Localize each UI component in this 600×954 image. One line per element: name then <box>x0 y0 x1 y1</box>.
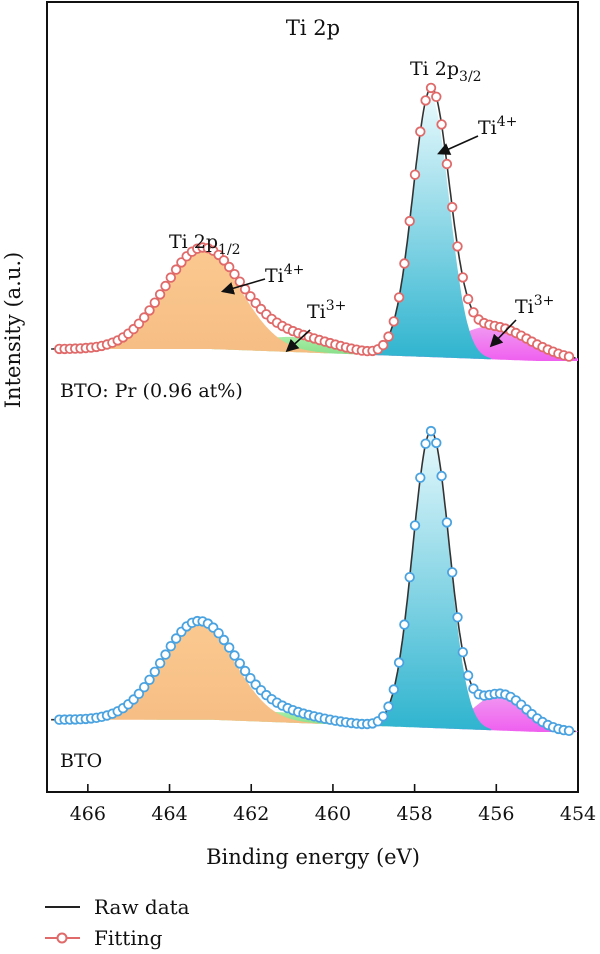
fitting-point <box>378 339 389 351</box>
fitting-point <box>415 126 426 137</box>
fitting-point <box>170 633 182 644</box>
fitting-point <box>436 470 447 482</box>
fitting-point <box>245 291 256 302</box>
annotation-ti4-plus-left: Ti4+ <box>265 262 304 287</box>
fitting-point <box>138 312 150 323</box>
fitting-point <box>383 331 394 342</box>
fitting-point <box>165 641 177 652</box>
x-tick-label-456: 456 <box>478 803 514 825</box>
fitting-point <box>154 658 166 669</box>
raw-data-line <box>51 430 576 733</box>
arrow-ti3-plus-left <box>285 329 311 353</box>
fitting-point <box>436 119 447 130</box>
fitting-point <box>425 425 437 437</box>
annotation-ti3-plus-left: Ti3+ <box>307 298 346 323</box>
fitting-point <box>420 95 431 106</box>
fitting-point <box>223 261 235 273</box>
fitting-point <box>441 158 453 170</box>
fitting-point <box>457 272 469 283</box>
fitting-point <box>144 674 155 686</box>
fitting-point <box>138 682 150 693</box>
x-tick-label-458: 458 <box>396 803 432 825</box>
fitting-point <box>462 293 474 305</box>
fitting-point <box>399 258 410 269</box>
annotation-ti3-plus-right: Ti3+ <box>515 293 554 318</box>
panel-bto <box>51 425 578 737</box>
fitting-point <box>425 82 437 94</box>
fitting-point <box>223 642 235 653</box>
legend-raw-data-label: Raw data <box>94 895 190 919</box>
fitting-point <box>457 647 469 658</box>
fitting-point <box>170 264 182 275</box>
fitting-point <box>245 673 256 684</box>
x-tick-label-460: 460 <box>315 803 351 825</box>
x-axis-ticks: 466 464 462 460 458 456 454 <box>70 784 596 825</box>
fitting-point <box>213 628 224 639</box>
fitting-point <box>383 701 394 712</box>
fitting-point <box>160 649 171 660</box>
x-tick-label-454: 454 <box>560 803 596 825</box>
fitting-point <box>393 292 405 303</box>
x-tick-label-466: 466 <box>70 803 106 825</box>
fitting-point <box>165 272 177 283</box>
chart-title: Ti 2p <box>286 16 340 40</box>
fitting-point <box>409 169 421 180</box>
fitting-point <box>160 280 171 292</box>
fitting-point <box>154 289 166 300</box>
arrow-ti4-plus-right <box>437 135 479 155</box>
fitting-point <box>388 684 400 695</box>
fitting-point <box>218 634 230 646</box>
legend-fitting-label: Fitting <box>94 926 163 950</box>
fitting-point <box>229 650 240 661</box>
fitting-point <box>452 612 463 623</box>
arrow-ti4-plus-left <box>220 278 266 295</box>
legend: Raw data Fitting <box>45 895 190 950</box>
x-axis-label: Binding energy (eV) <box>206 845 420 869</box>
fitting-point <box>149 297 161 308</box>
arrow-ti3-plus-right <box>489 319 517 348</box>
fitting-point <box>468 307 479 318</box>
plot-frame <box>46 1 579 793</box>
panel-bto-pr <box>51 82 578 362</box>
panel-label-bto: BTO <box>60 750 102 772</box>
fitting-point <box>388 316 400 327</box>
fitting-point <box>441 517 453 528</box>
fitting-point <box>133 688 145 700</box>
x-tick-label-462: 462 <box>233 803 269 825</box>
legend-fitting-marker <box>56 932 68 944</box>
fitting-point <box>462 670 474 681</box>
fitting-point <box>420 438 431 449</box>
fitting-point <box>399 619 410 630</box>
x-tick-label-464: 464 <box>151 803 187 825</box>
fitting-point <box>144 305 155 316</box>
y-axis-label: Intensity (a.u.) <box>1 252 25 408</box>
fitting-point <box>447 567 458 578</box>
annotation-ti4-plus-right: Ti4+ <box>478 114 517 139</box>
fitting-point <box>149 666 161 678</box>
fitting-point <box>393 657 405 668</box>
fitting-point <box>229 269 240 280</box>
fitting-point <box>378 711 389 722</box>
fitting-point <box>452 241 463 252</box>
fitting-point <box>404 572 415 583</box>
fitting-point <box>447 201 458 213</box>
annotation-ti-2p-3-2: Ti 2p3/2 <box>410 58 482 85</box>
fitting-point <box>431 437 442 449</box>
fitting-point <box>415 472 426 483</box>
panel-label-bto-pr: BTO: Pr (0.96 at%) <box>60 380 243 402</box>
fitting-point <box>239 665 251 677</box>
fitting-point <box>409 520 421 531</box>
fitting-point <box>563 725 575 737</box>
fitting-point <box>234 658 246 669</box>
fitting-point <box>404 215 415 227</box>
annotation-ti-2p-1-2: Ti 2p1/2 <box>169 231 241 258</box>
fitting-point <box>218 255 230 266</box>
fitting-point <box>431 91 442 103</box>
fitting-point <box>563 351 575 362</box>
